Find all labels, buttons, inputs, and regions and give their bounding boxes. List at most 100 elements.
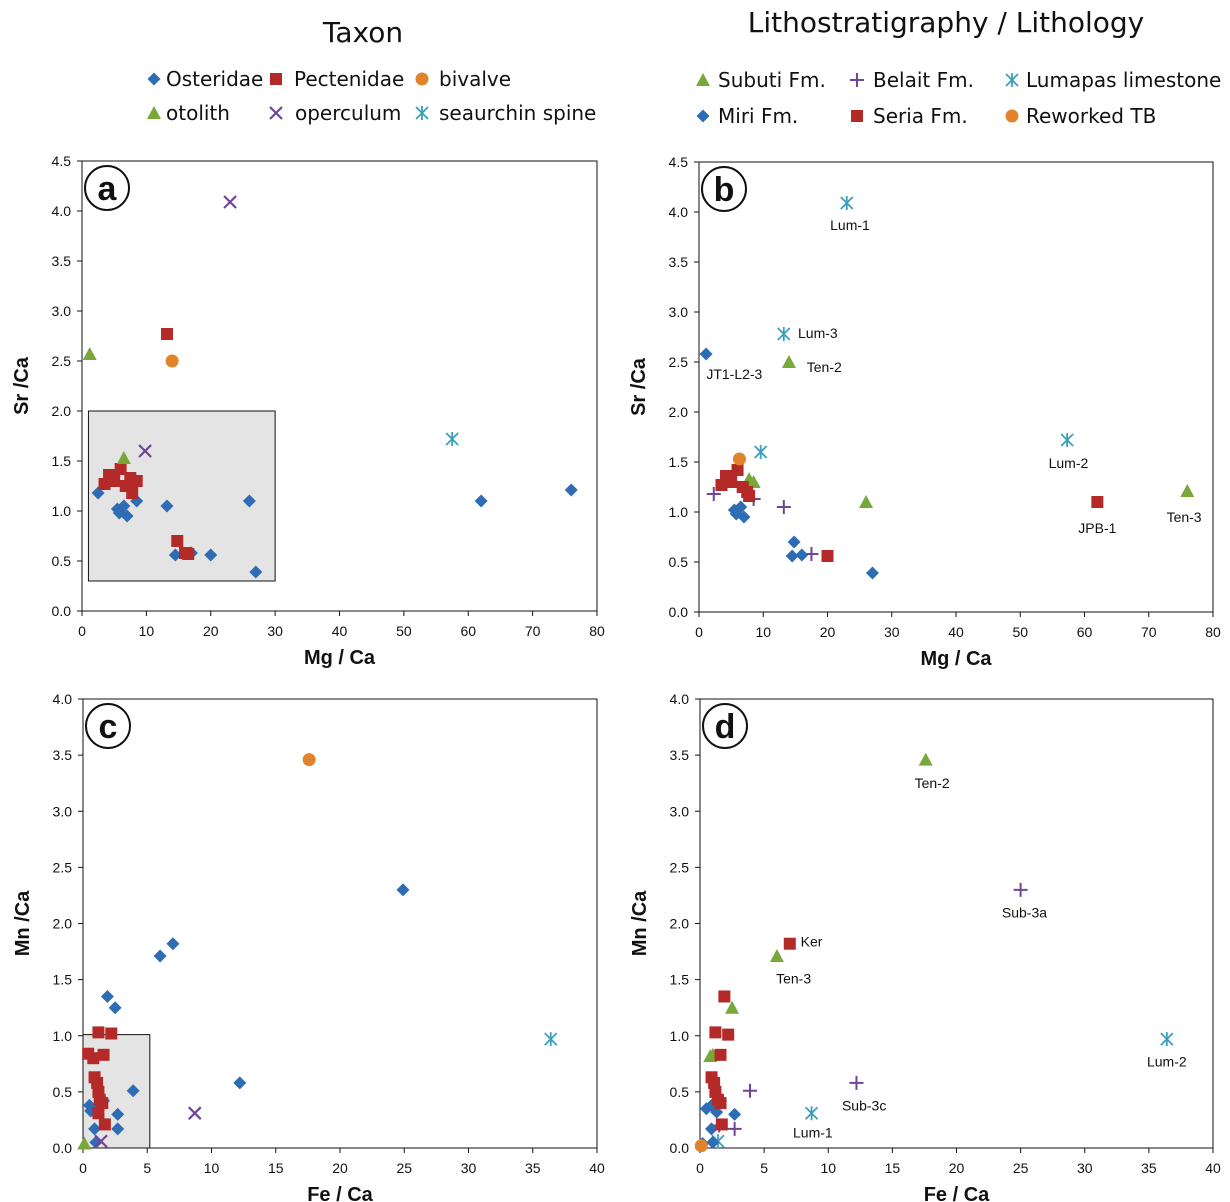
x-tick-label: 15 <box>885 1160 901 1176</box>
data-point <box>754 445 768 459</box>
data-point <box>88 1122 102 1136</box>
x-tick-label: 40 <box>948 624 964 640</box>
data-point <box>859 495 874 508</box>
x-tick-label: 35 <box>1141 1160 1157 1176</box>
y-tick-label: 2.0 <box>52 403 72 419</box>
point-annotation: JPB-1 <box>1078 520 1116 536</box>
point-annotation: Sub-3a <box>1002 904 1047 920</box>
series-otolith <box>82 347 131 464</box>
series-operculum <box>138 195 237 458</box>
legend-label: Belait Fm. <box>873 68 974 92</box>
panel-letter: a <box>98 170 118 208</box>
legend-label: Lumapas limestone <box>1026 68 1221 92</box>
y-tick-label: 4.5 <box>669 154 689 170</box>
y-tick-label: 0.5 <box>53 1084 73 1100</box>
y-tick-label: 0.0 <box>52 603 72 619</box>
x-tick-label: 5 <box>143 1160 151 1176</box>
x-tick-label: 20 <box>820 624 836 640</box>
data-point <box>725 1000 740 1014</box>
data-point <box>98 1118 111 1131</box>
x-axis-label: Fe / Ca <box>924 1184 990 1202</box>
data-point <box>166 937 180 951</box>
x-tick-label: 25 <box>396 1160 412 1176</box>
data-point <box>204 548 218 562</box>
y-axis-label: Mn /Ca <box>12 890 34 956</box>
data-point <box>1180 484 1195 497</box>
x-tick-label: 0 <box>79 1160 87 1176</box>
legend-marker-osteridae <box>147 72 161 86</box>
y-tick-label: 0.5 <box>670 1084 690 1100</box>
data-point <box>865 566 879 580</box>
series-lumapas-limestone <box>754 196 1074 459</box>
series-reworked-tb <box>732 452 746 466</box>
x-tick-label: 15 <box>268 1160 284 1176</box>
legend-taxon: Osteridae Pectenidae bivalve otolith opercul… <box>147 67 596 125</box>
plot-frame <box>82 698 598 1149</box>
data-point <box>705 1122 719 1136</box>
y-tick-label: 3.5 <box>52 253 72 269</box>
y-tick-label: 1.5 <box>53 972 73 988</box>
data-point <box>474 494 488 508</box>
y-tick-label: 1.5 <box>669 454 689 470</box>
data-point <box>242 494 256 508</box>
data-point <box>743 490 756 502</box>
legend-label: Pectenidae <box>294 67 404 91</box>
point-annotation: Lum-3 <box>798 325 838 341</box>
series-subuti-fm- <box>742 355 1195 508</box>
x-tick-label: 0 <box>78 623 86 639</box>
y-tick-label: 2.5 <box>53 859 73 875</box>
data-point <box>94 1134 108 1149</box>
x-tick-label: 80 <box>589 623 605 639</box>
point-annotation: JT1-L2-3 <box>706 366 762 382</box>
data-point <box>182 548 195 560</box>
data-point <box>776 500 791 514</box>
data-point <box>840 196 854 210</box>
data-point <box>96 1097 109 1110</box>
point-annotation: Ten-2 <box>807 359 842 375</box>
data-point <box>396 883 410 897</box>
panel-c: 0 5 10 15 20 25 30 35 40 0.0 0.5 1.0 1.5 2.0 2.5 3.0 3.5… <box>12 691 605 1202</box>
data-point <box>82 347 97 360</box>
legend-marker-lumapas-limestone <box>1005 73 1019 87</box>
y-tick-label: 1.0 <box>52 503 72 519</box>
x-tick-label: 10 <box>204 1160 220 1176</box>
data-point <box>718 990 731 1003</box>
legend-marker-miri-fm- <box>696 109 710 123</box>
data-point <box>706 487 721 501</box>
x-axis-label: Mg / Ca <box>304 647 376 669</box>
data-point <box>130 475 143 487</box>
y-tick-label: 3.5 <box>669 254 689 270</box>
legend-marker-otolith <box>147 106 161 119</box>
data-point <box>160 499 174 513</box>
panel-letter-badge <box>84 165 130 211</box>
panel-letter-badge <box>85 703 131 749</box>
y-tick-label: 4.0 <box>52 203 72 219</box>
point-annotation: Lum-1 <box>793 1124 833 1140</box>
point-annotation: Ten-2 <box>915 775 950 791</box>
data-point <box>233 1076 247 1090</box>
point-annotation: Ten-3 <box>776 971 811 987</box>
y-tick-label: 0.5 <box>669 554 689 570</box>
y-tick-label: 0.0 <box>669 604 689 620</box>
data-point <box>918 752 933 766</box>
y-tick-label: 1.0 <box>669 504 689 520</box>
plot-frame <box>699 698 1214 1149</box>
y-tick-label: 1.5 <box>670 972 690 988</box>
point-annotation: Lum-1 <box>830 217 870 233</box>
panel-d: 0 5 10 15 20 25 30 35 40 0.0 0.5 1.0 1.5 2.0 2.5 3.0 3.5… <box>629 691 1221 1202</box>
y-tick-label: 4.5 <box>52 153 72 169</box>
data-point <box>785 549 799 563</box>
data-point <box>849 1075 864 1090</box>
legend-label: Subuti Fm. <box>718 68 826 92</box>
data-point <box>734 500 748 514</box>
panel-letter: d <box>715 708 736 746</box>
data-point <box>737 510 751 524</box>
y-axis-label: Sr /Ca <box>628 357 650 416</box>
panel-letter: b <box>714 171 735 209</box>
series-bivalve <box>165 354 179 368</box>
x-tick-label: 30 <box>461 1160 477 1176</box>
data-point <box>117 499 131 513</box>
legend-label: operculum <box>295 101 401 125</box>
data-point <box>1060 433 1074 447</box>
